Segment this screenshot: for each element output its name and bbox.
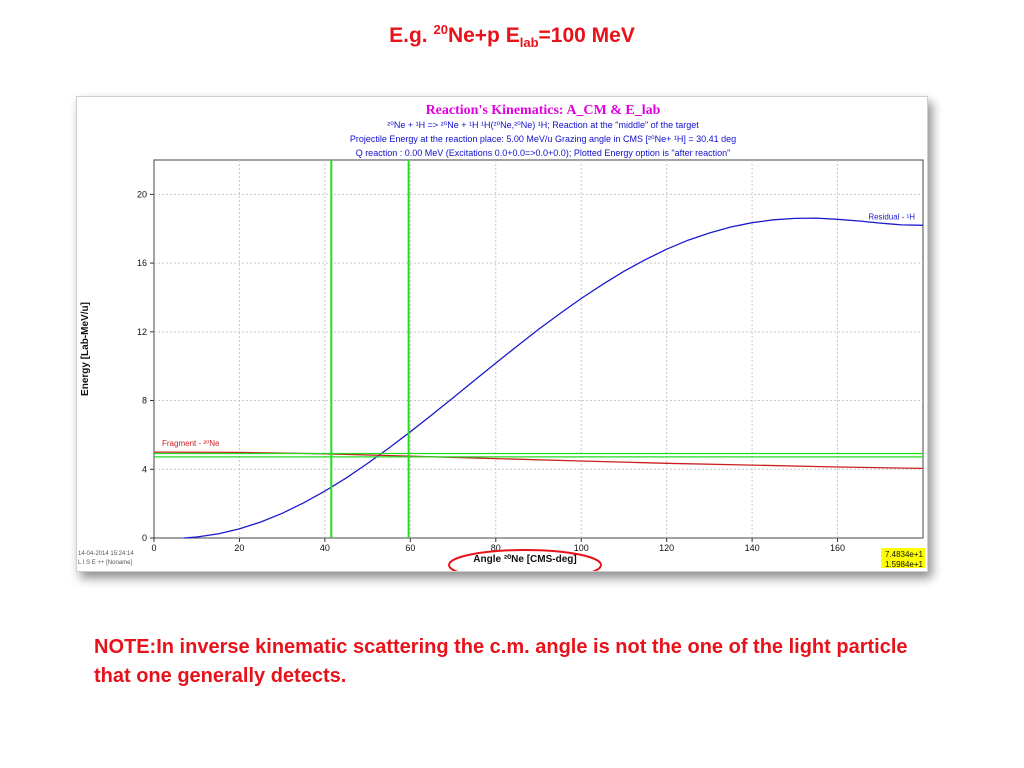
marker-layer bbox=[154, 160, 923, 538]
cursor-readout-x: 7.4834e+1 bbox=[885, 550, 924, 559]
y-tick-label: 16 bbox=[137, 258, 147, 268]
y-tick-label: 20 bbox=[137, 189, 147, 199]
title-subscript: lab bbox=[519, 35, 539, 51]
x-tick-label: 20 bbox=[234, 543, 244, 553]
cursor-readout-y: 1.5984e+1 bbox=[885, 560, 924, 569]
title-energy: =100 MeV bbox=[538, 24, 635, 47]
x-tick-label: 0 bbox=[151, 543, 156, 553]
cursor-readout-box bbox=[881, 548, 925, 568]
series-label-residual: Residual - ¹H bbox=[868, 212, 915, 221]
x-axis-label-highlight bbox=[448, 549, 602, 571]
kinematics-chart: Reaction's Kinematics: A_CM & E_lab ²⁰Ne… bbox=[78, 103, 925, 571]
software-label: L I S E ++ [Noname] bbox=[78, 560, 132, 566]
slide-title: E.g. 20Ne+p Elab=100 MeV bbox=[0, 22, 1024, 50]
plot-area-frame bbox=[153, 159, 924, 539]
y-tick-label: 8 bbox=[142, 396, 147, 406]
panel-q-line: Q reaction : 0.00 MeV (Excitations 0.0+0… bbox=[356, 148, 731, 158]
x-tick-label: 140 bbox=[745, 543, 760, 553]
series-line-1 bbox=[153, 451, 924, 470]
y-tick-label: 0 bbox=[142, 533, 147, 543]
title-reaction: Ne+p E bbox=[447, 24, 520, 47]
grid-layer bbox=[154, 160, 923, 538]
x-tick-label: 40 bbox=[320, 543, 330, 553]
panel-reaction-line: ²⁰Ne + ¹H => ²⁰Ne + ¹H ¹H(²⁰Ne,²⁰Ne) ¹H;… bbox=[387, 120, 699, 130]
series-layer bbox=[153, 217, 924, 539]
x-tick-label: 160 bbox=[830, 543, 845, 553]
x-axis-label: Angle ²⁰Ne [CMS-deg] bbox=[473, 554, 576, 565]
label-layer: Residual - ¹H Fragment - ²⁰Ne bbox=[162, 212, 915, 448]
y-tick-label: 4 bbox=[142, 464, 147, 474]
x-tick-label: 100 bbox=[574, 543, 589, 553]
y-axis-label: Energy [Lab-MeV/u] bbox=[80, 302, 91, 396]
panel-energy-line: Projectile Energy at the reaction place:… bbox=[350, 134, 736, 144]
x-tick-label: 60 bbox=[405, 543, 415, 553]
x-tick-label: 120 bbox=[659, 543, 674, 553]
title-mass-number: 20 bbox=[433, 22, 448, 37]
y-tick-label: 12 bbox=[137, 327, 147, 337]
series-line-0 bbox=[183, 217, 924, 539]
tick-layer: 0 20 40 60 80 100 120 140 160 0 4 8 12 16 20 bbox=[137, 189, 845, 553]
series-label-fragment: Fragment - ²⁰Ne bbox=[162, 439, 220, 448]
title-prefix: E.g. bbox=[389, 24, 434, 47]
chart-window: Reaction's Kinematics: A_CM & E_lab ²⁰Ne… bbox=[76, 96, 928, 572]
x-tick-label: 80 bbox=[491, 543, 501, 553]
note-text: NOTE:In inverse kinematic scattering the… bbox=[94, 636, 908, 687]
panel-title: Reaction's Kinematics: A_CM & E_lab bbox=[426, 103, 661, 118]
timestamp-label: 14-04-2014 15:24:14 bbox=[78, 551, 134, 557]
